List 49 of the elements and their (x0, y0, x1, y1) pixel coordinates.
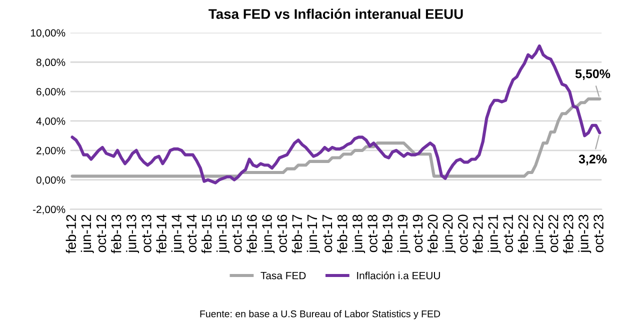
y-tick-label: -2,00% (33, 206, 66, 214)
x-tick-label: feb-15 (201, 214, 212, 254)
y-tick-label: 4,00% (36, 117, 66, 126)
x-tick-label: oct-14 (186, 214, 197, 252)
x-tick-label: oct-13 (142, 214, 152, 252)
x-tick-label: jun-22 (532, 214, 546, 254)
x-tick-label: jun-14 (171, 214, 184, 254)
x-tick-label: jun-17 (306, 214, 320, 254)
x-tick-label: oct-23 (594, 214, 604, 252)
legend-label: Inflación i.a EEUU (357, 272, 440, 280)
x-tick-label: oct-19 (412, 214, 423, 252)
source-note: Fuente: en base a U.S Bureau of Labor Statistics y FED (200, 310, 440, 320)
x-tick-label: jun-12 (80, 214, 94, 254)
chart-title: Tasa FED vs Inflación interanual EEUU (208, 8, 463, 19)
x-tick-label: feb-20 (427, 214, 438, 254)
x-tick-label: feb-13 (111, 214, 122, 254)
y-tick-label: 0,00% (36, 176, 66, 185)
x-tick-label: jun-16 (262, 214, 275, 254)
y-tick-label: 8,00% (36, 58, 66, 68)
x-tick-label: oct-15 (232, 214, 242, 252)
x-tick-label: feb-22 (518, 214, 528, 254)
annotation: 3,2% (578, 154, 607, 166)
x-tick-label: oct-18 (368, 214, 378, 252)
x-tick-label: oct-21 (503, 214, 514, 252)
x-tick-label: oct-16 (277, 214, 287, 252)
x-tick-label: jun-18 (352, 214, 366, 254)
x-tick-label: feb-18 (337, 214, 348, 254)
x-tick-label: jun-15 (216, 214, 230, 254)
y-tick-label: 6,00% (36, 88, 66, 97)
x-tick-label: jun-13 (126, 214, 140, 254)
x-tick-label: jun-19 (397, 214, 410, 254)
x-tick-label: feb-21 (472, 214, 483, 254)
x-tick-label: oct-20 (458, 214, 468, 252)
annotation: 5,50% (575, 69, 610, 80)
x-tick-label: oct-22 (548, 214, 558, 252)
x-tick-label: oct-12 (96, 214, 106, 252)
x-tick-label: feb-16 (246, 214, 257, 254)
x-tick-label: feb-19 (382, 214, 392, 254)
x-tick-label: jun-23 (578, 214, 592, 254)
x-tick-label: feb-12 (66, 214, 76, 254)
x-tick-label: jun-21 (488, 214, 501, 254)
x-tick-label: jun-20 (442, 214, 456, 254)
x-tick-label: feb-23 (563, 214, 574, 254)
x-tick-label: feb-17 (292, 214, 302, 254)
legend-label: Tasa FED (260, 272, 306, 280)
x-tick-label: oct-17 (322, 214, 332, 252)
x-tick-label: feb-14 (156, 214, 166, 254)
y-tick-label: 2,00% (36, 146, 66, 156)
y-tick-label: 10,00% (31, 29, 66, 38)
